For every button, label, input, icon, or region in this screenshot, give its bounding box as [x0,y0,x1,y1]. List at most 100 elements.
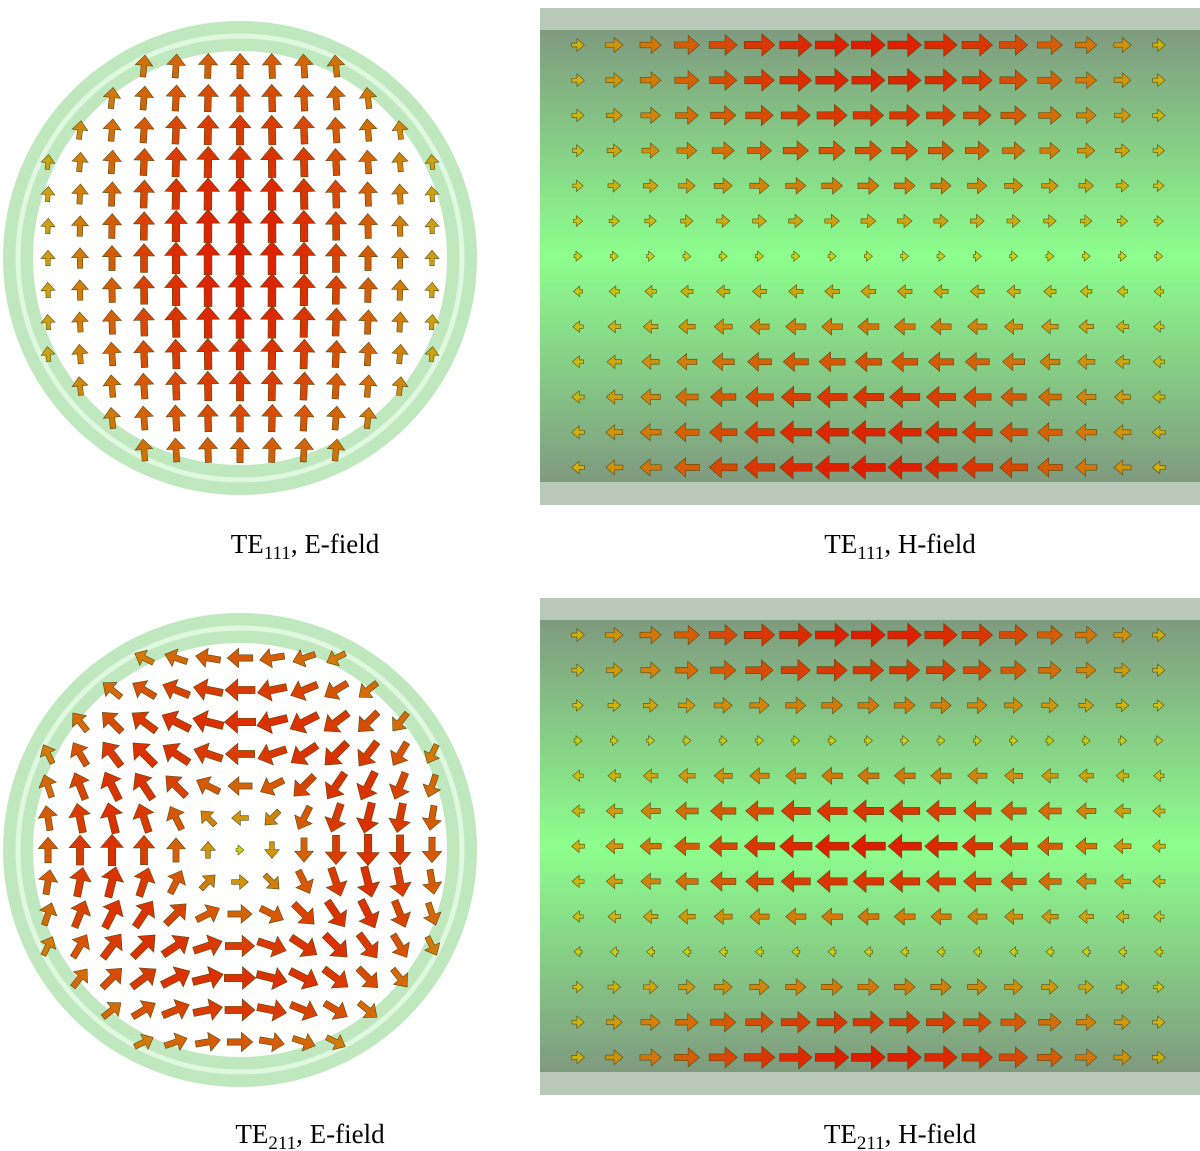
field-arrow [201,842,216,859]
field-arrow [97,864,127,900]
caption-rest: , E-field [291,529,380,559]
field-arrow [358,374,378,398]
field-arrow [102,118,122,142]
field-arrow [254,707,290,737]
field-arrow [165,210,188,242]
field-arrow [358,181,378,206]
field-arrow [197,146,220,178]
field-arrow [165,372,187,401]
field-arrow [192,772,224,801]
field-arrow [102,374,122,398]
circle-panel-1 [18,36,462,480]
field-arrow [385,738,416,771]
field-arrow [293,242,316,274]
field-arrow [293,147,316,177]
field-arrow [198,53,218,79]
field-arrow [229,371,251,401]
field-arrow [420,804,443,832]
field-arrow [133,276,155,305]
field-arrow [236,845,244,855]
field-arrow [125,735,163,773]
field-arrow [317,960,354,996]
caption-base: TE [824,529,857,559]
field-arrow [229,338,252,370]
field-arrow [162,802,191,834]
field-arrow [422,837,441,863]
field-arrow [128,995,161,1026]
field-arrow [196,178,219,211]
field-arrow [357,834,380,865]
arrow-field [36,646,445,1055]
field-arrow [158,768,193,803]
field-arrow [318,895,354,933]
field-arrow [325,244,346,273]
field-arrow [125,927,163,965]
field-arrow [157,736,195,772]
field-arrow [287,995,321,1025]
field-arrow [197,371,219,401]
field-arrow [165,404,186,431]
field-arrow [66,865,93,898]
field-arrow [72,248,89,269]
field-arrow [325,276,347,305]
field-arrow [293,306,316,337]
field-arrow [225,679,255,701]
field-arrow [258,1030,286,1053]
field-arrow [126,767,162,805]
field-arrow [102,213,122,238]
field-arrow [351,961,385,995]
field-arrow [41,282,55,298]
field-arrow [293,404,314,431]
field-arrow [286,768,321,803]
field-arrow [261,146,284,178]
field-arrow [326,405,346,430]
field-arrow [36,804,59,832]
field-arrow [325,308,347,337]
field-arrow [65,897,95,931]
field-arrow [350,927,386,964]
field-arrow [165,84,186,111]
field-arrow [162,866,191,898]
field-arrow [229,146,252,178]
field-arrow [230,84,251,112]
field-arrow [293,84,314,111]
field-arrow [65,930,96,963]
field-arrow [198,437,218,463]
field-arrow [358,245,377,270]
field-arrow [65,769,95,803]
field-arrow [95,961,129,995]
field-arrow [71,152,89,173]
field-arrow [133,148,155,176]
field-arrow [225,743,254,764]
field-arrow [228,209,252,243]
field-arrow [260,273,284,306]
field-arrow [159,995,193,1025]
field-arrow [65,738,96,771]
caption-base: TE [231,529,264,559]
field-arrow [385,897,415,931]
field-arrow [353,864,383,900]
field-arrow [228,241,252,275]
field-arrow [128,675,161,706]
field-arrow [230,53,249,78]
field-arrow [391,152,409,173]
field-arrow [228,777,252,796]
figure: TE111, E-field TE111, H-field TE211, E-f… [0,0,1200,1151]
field-arrow [232,875,249,890]
field-arrow [260,306,283,339]
field-arrow [358,150,378,175]
field-arrow [97,800,127,836]
field-arrow [165,178,188,209]
field-arrow [391,312,409,333]
field-arrow [391,344,409,365]
field-arrow [94,735,130,772]
cylinder-panel-1 [540,8,1200,505]
field-arrow [228,273,252,307]
field-arrow [254,931,289,961]
field-arrow [71,216,88,237]
caption-base: TE [235,1119,268,1149]
field-arrow [95,895,129,933]
field-arrow [225,999,255,1021]
field-arrow [386,801,413,834]
field-arrow [227,1032,253,1051]
